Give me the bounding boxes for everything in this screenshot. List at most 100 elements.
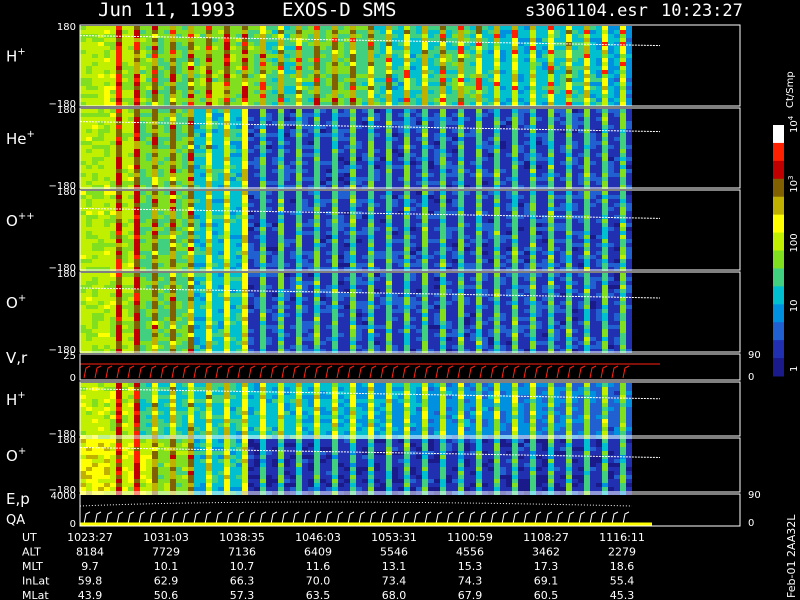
- table-cell: 7729: [152, 546, 180, 559]
- y-tick-max: 25: [63, 351, 76, 362]
- date-title: Jun 11, 1993: [98, 0, 235, 21]
- table-cell: 17.3: [534, 560, 559, 573]
- y-tick-min: −180: [49, 429, 76, 440]
- right-tick-min: 0: [748, 518, 754, 529]
- panel-vr: V,r 25 0 90 0: [6, 349, 761, 384]
- table-cell: 3462: [532, 546, 560, 559]
- right-tick-max: 90: [748, 350, 761, 361]
- panel-label: O++: [6, 211, 35, 230]
- colorbar-swatch: [773, 160, 784, 180]
- panel-label: H+: [6, 390, 26, 409]
- panel-o1: O+ 180 −180: [6, 269, 741, 356]
- file-name: s3061104.esr: [525, 1, 648, 21]
- table-cell: 63.5: [306, 589, 331, 600]
- panel-label: He+: [6, 129, 35, 148]
- panel-label: H+: [6, 47, 26, 66]
- colorbar-swatch: [773, 214, 784, 234]
- table-cell: 55.4: [610, 575, 635, 588]
- table-cell: 15.3: [458, 560, 483, 573]
- y-tick-min: −180: [49, 99, 76, 110]
- table-cell: 10.7: [230, 560, 255, 573]
- table-row-label: InLat: [22, 575, 50, 588]
- colorbar-tick: 1: [789, 366, 800, 372]
- colorbar-swatch: [773, 142, 784, 162]
- table-cell: 43.9: [78, 589, 103, 600]
- table-cell: 70.0: [306, 575, 331, 588]
- table-cell: 66.3: [230, 575, 255, 588]
- y-tick-max: 180: [57, 187, 76, 198]
- colorbar-tick: 103: [787, 176, 800, 193]
- panel-label: V,r: [6, 349, 28, 367]
- table-cell: 9.7: [81, 560, 99, 573]
- table-row-label: UT: [22, 531, 37, 544]
- table-cell: 7136: [228, 546, 256, 559]
- colorbar: Ct/Smp 104 103 100 10 1: [773, 71, 800, 377]
- colorbar-swatch: [773, 196, 784, 216]
- table-cell: 5546: [380, 546, 408, 559]
- colorbar-swatch: [773, 250, 784, 269]
- table-cell: 69.1: [534, 575, 559, 588]
- table-row-label: MLat: [22, 589, 49, 600]
- table-row-label: MLT: [22, 560, 43, 573]
- y-tick-min: 0: [70, 373, 76, 384]
- table-cell: 11.6: [306, 560, 331, 573]
- table-cell: 18.6: [610, 560, 635, 573]
- colorbar-swatch: [773, 125, 784, 144]
- y-tick-min: 0: [70, 519, 76, 530]
- instrument-title: EXOS-D SMS: [282, 0, 396, 21]
- colorbar-swatch: [773, 358, 784, 377]
- y-tick-max: 180: [57, 105, 76, 116]
- y-tick-min: −180: [49, 263, 76, 274]
- panels-group: H+180−180He+180−180O++180−180O+180−180V,…: [6, 22, 761, 530]
- colorbar-tick: 104: [787, 115, 800, 133]
- colorbar-swatch: [773, 268, 784, 287]
- panel-label: E,p: [6, 490, 30, 508]
- table-cell: 10.1: [154, 560, 179, 573]
- table-cell: 1023:27: [67, 531, 113, 544]
- right-tick-max: 90: [748, 490, 761, 501]
- table-row-label: ALT: [22, 546, 41, 559]
- y-tick-max: 180: [57, 22, 76, 33]
- table-cell: 50.6: [154, 589, 179, 600]
- panel-oo: O++ 180 −180: [6, 187, 741, 274]
- panel-o2: O+ 180 −180: [6, 435, 741, 496]
- colorbar-swatch: [773, 322, 784, 341]
- table-cell: 13.1: [382, 560, 407, 573]
- panel-h2: H+ −180: [6, 381, 741, 440]
- colorbar-swatch: [773, 340, 784, 359]
- colorbar-tick: 10: [789, 300, 800, 313]
- orbit-table: UT 1023:27 1031:03 1038:35 1046:03 1053:31 110…: [22, 531, 645, 600]
- table-cell: 1116:11: [599, 531, 645, 544]
- table-cell: 67.9: [458, 589, 483, 600]
- panel-h1: H+ 180 −180: [6, 22, 741, 110]
- table-cell: 6409: [304, 546, 332, 559]
- table-cell: 62.9: [154, 575, 179, 588]
- table-cell: 1108:27: [523, 531, 569, 544]
- y-tick-max: 180: [57, 435, 76, 446]
- colorbar-swatch: [773, 178, 784, 198]
- table-cell: 74.3: [458, 575, 483, 588]
- table-cell: 1100:59: [447, 531, 493, 544]
- table-cell: 8184: [76, 546, 104, 559]
- table-cell: 60.5: [534, 589, 559, 600]
- panel-label: O+: [6, 446, 26, 465]
- panel-he: He+ 180 −180: [6, 105, 741, 192]
- y-tick-min: −180: [49, 345, 76, 356]
- table-cell: 1038:35: [219, 531, 265, 544]
- y-tick-max: 4000: [51, 491, 76, 502]
- table-cell: 45.3: [610, 589, 635, 600]
- y-tick-min: −180: [49, 485, 76, 496]
- panel-ep: E,p QA 4000 0 90 0: [6, 490, 761, 530]
- right-tick-min: 0: [748, 372, 754, 383]
- header-time: 10:23:27: [661, 1, 743, 21]
- table-cell: 1046:03: [295, 531, 341, 544]
- table-cell: 2279: [608, 546, 636, 559]
- table-cell: 57.3: [230, 589, 255, 600]
- y-tick-max: 180: [57, 269, 76, 280]
- table-cell: 4556: [456, 546, 484, 559]
- table-cell: 73.4: [382, 575, 407, 588]
- panel-label: O+: [6, 293, 26, 312]
- colorbar-swatch: [773, 286, 784, 305]
- table-cell: 68.0: [382, 589, 407, 600]
